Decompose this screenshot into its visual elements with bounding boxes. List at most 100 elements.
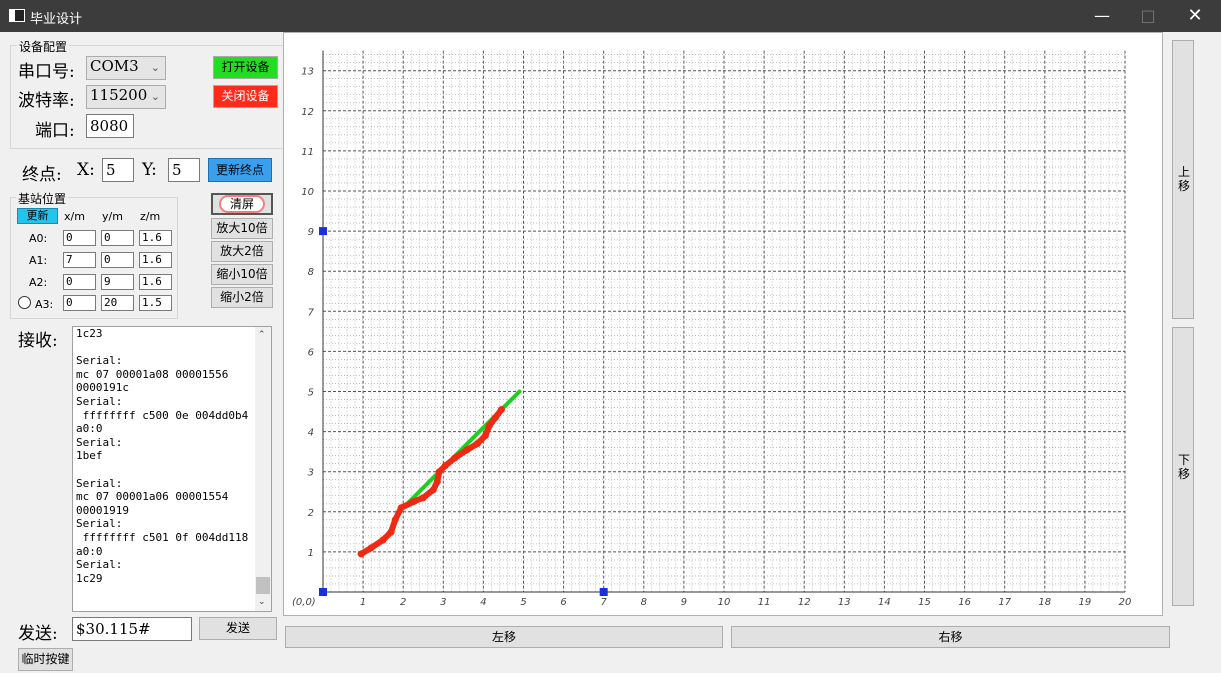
receive-label: 接收: — [18, 331, 58, 351]
anchor-a3-label: A3: — [35, 298, 54, 311]
anchor-a1-z[interactable]: 1.6 — [139, 252, 172, 268]
position-canvas[interactable]: 1 2 3 4 5 6 7 8 9 10 11 12 13 14 15 16 17 18 19 20 1 2 3 4 5 6 7 8 9… — [283, 32, 1163, 616]
anchor-marker — [319, 227, 327, 236]
y-tick-label: 12 — [301, 107, 314, 118]
x-tick-label: 8 — [641, 597, 647, 608]
y-tick-label: 5 — [308, 388, 314, 399]
measured-point — [433, 478, 441, 486]
measured-point — [419, 494, 427, 502]
x-tick-label: 7 — [601, 597, 608, 608]
header-x: x/m — [64, 210, 85, 223]
move-left-button[interactable]: 左移 — [285, 626, 723, 648]
x-tick-label: 19 — [1079, 597, 1092, 608]
anchor-a3-y[interactable]: 20 — [101, 295, 134, 311]
zoom-in-2-button[interactable]: 放大2倍 — [211, 241, 273, 262]
anchor-a1-y[interactable]: 0 — [101, 252, 134, 268]
move-up-button[interactable]: 上移 — [1172, 40, 1194, 319]
update-base-station-button[interactable]: 更新 — [17, 208, 58, 224]
update-endpoint-button[interactable]: 更新终点 — [208, 158, 272, 182]
anchor-a3-radio[interactable] — [18, 296, 31, 309]
window-title: 毕业设计 — [30, 12, 83, 27]
x-tick-label: 17 — [998, 597, 1011, 608]
app-icon — [9, 9, 25, 22]
zoom-in-10-button[interactable]: 放大10倍 — [211, 218, 273, 239]
anchor-a0-x[interactable]: 0 — [63, 230, 96, 246]
anchor-a3-z[interactable]: 1.5 — [139, 295, 172, 311]
send-input[interactable]: $30.115# — [72, 617, 192, 641]
x-tick-label: 3 — [440, 597, 446, 608]
baud-rate-select[interactable]: 115200 ⌄ — [86, 85, 166, 109]
anchor-a2-label: A2: — [29, 276, 48, 289]
y-tick-label: 9 — [308, 227, 314, 238]
chevron-down-icon: ⌄ — [150, 90, 160, 103]
clear-screen-label: 清屏 — [218, 195, 265, 213]
open-device-button[interactable]: 打开设备 — [213, 56, 278, 79]
measured-point — [441, 462, 449, 470]
serial-port-value: COM3 — [90, 57, 139, 75]
move-up-label: 上移 — [1177, 165, 1190, 193]
measured-point — [379, 536, 387, 544]
title-bar: 毕业设计 — □ ✕ — [0, 0, 1221, 32]
minimize-button[interactable]: — — [1094, 6, 1110, 25]
measured-point — [473, 440, 481, 448]
y-tick-label: 7 — [308, 307, 315, 318]
x-tick-label: 16 — [958, 597, 971, 608]
measured-point — [491, 414, 499, 422]
anchor-a2-x[interactable]: 0 — [63, 274, 96, 290]
move-right-button[interactable]: 右移 — [731, 626, 1170, 648]
temp-button[interactable]: 临时按键 — [18, 648, 73, 671]
chevron-down-icon: ⌄ — [150, 61, 160, 74]
anchor-a3-x[interactable]: 0 — [63, 295, 96, 311]
measured-point — [391, 516, 399, 524]
origin-label: (0,0) — [292, 597, 316, 608]
measured-point — [485, 422, 493, 430]
zoom-out-2-button[interactable]: 缩小2倍 — [211, 287, 273, 308]
x-tick-label: 11 — [758, 597, 771, 608]
maximize-button[interactable]: □ — [1140, 6, 1156, 25]
send-button[interactable]: 发送 — [199, 617, 277, 640]
clear-screen-button[interactable]: 清屏 — [211, 193, 273, 215]
x-tick-label: 1 — [360, 597, 366, 608]
close-device-button[interactable]: 关闭设备 — [213, 85, 278, 108]
serial-port-select[interactable]: COM3 ⌄ — [86, 56, 166, 80]
base-station-group — [10, 197, 178, 319]
move-down-label: 下移 — [1177, 453, 1190, 481]
anchor-a1-x[interactable]: 7 — [63, 252, 96, 268]
endpoint-y-input[interactable]: 5 — [168, 158, 200, 182]
scroll-thumb[interactable] — [256, 577, 270, 594]
anchor-a1-label: A1: — [29, 254, 48, 267]
endpoint-x-input[interactable]: 5 — [102, 158, 134, 182]
x-tick-label: 2 — [400, 597, 406, 608]
receive-scrollbar[interactable]: ⌃ ⌄ — [255, 327, 271, 611]
anchor-a2-z[interactable]: 1.6 — [139, 274, 172, 290]
receive-text: 1c23 Serial: mc 07 00001a08 00001556 000… — [76, 327, 249, 585]
endpoint-x-label: X: — [77, 160, 95, 180]
x-tick-label: 10 — [718, 597, 731, 608]
anchor-a0-y[interactable]: 0 — [101, 230, 134, 246]
anchor-a0-z[interactable]: 1.6 — [139, 230, 172, 246]
move-down-button[interactable]: 下移 — [1172, 327, 1194, 606]
close-window-button[interactable]: ✕ — [1187, 5, 1203, 26]
anchor-a2-y[interactable]: 9 — [101, 274, 134, 290]
device-config-title: 设备配置 — [17, 38, 70, 55]
x-tick-label: 13 — [838, 597, 851, 608]
measured-point — [463, 446, 471, 454]
endpoint-y-label: Y: — [142, 160, 157, 180]
scroll-down-icon[interactable]: ⌄ — [258, 597, 266, 607]
y-tick-label: 4 — [308, 428, 314, 439]
base-station-title: 基站位置 — [16, 190, 69, 207]
zoom-out-10-button[interactable]: 缩小10倍 — [211, 264, 273, 285]
send-label: 发送: — [18, 624, 58, 644]
y-tick-label: 13 — [301, 67, 314, 78]
port-label: 端口: — [35, 121, 75, 141]
y-tick-label: 8 — [308, 267, 314, 278]
receive-textarea[interactable]: 1c23 Serial: mc 07 00001a08 00001556 000… — [72, 326, 272, 612]
measured-point — [387, 528, 395, 536]
serial-port-label: 串口号: — [18, 62, 75, 82]
y-tick-label: 3 — [308, 468, 314, 479]
anchor-a0-label: A0: — [29, 232, 48, 245]
measured-point — [429, 486, 437, 494]
port-input[interactable]: 8080 — [86, 114, 134, 138]
scroll-up-icon[interactable]: ⌃ — [258, 330, 266, 340]
x-tick-label: 6 — [560, 597, 566, 608]
